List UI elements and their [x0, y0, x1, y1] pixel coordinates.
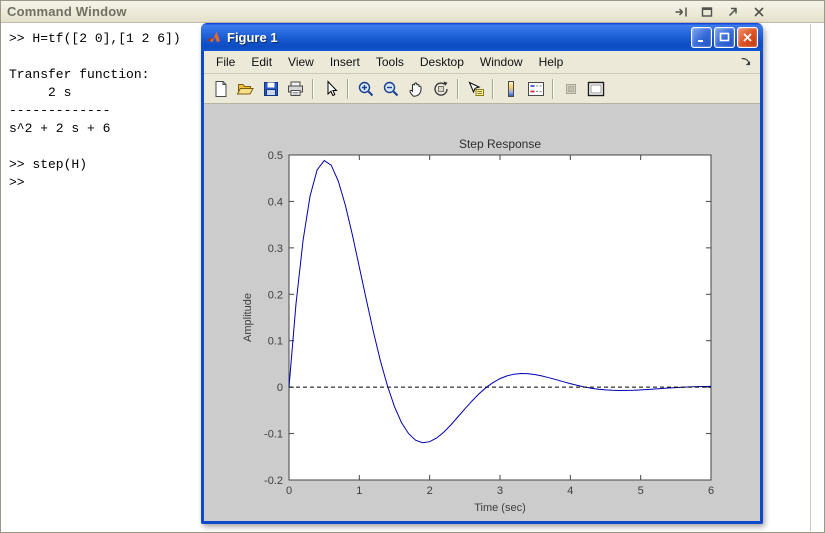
plot-title: Step Response [459, 137, 541, 151]
zoom-out-icon[interactable] [378, 77, 403, 101]
menu-window[interactable]: Window [479, 55, 523, 69]
menu-edit[interactable]: Edit [251, 55, 273, 69]
figure-window-controls [691, 26, 758, 48]
pan-hand-icon[interactable] [403, 77, 428, 101]
command-window-header: Command Window [1, 1, 824, 23]
hide-plot-tools-icon [558, 77, 583, 101]
maximize-icon[interactable] [714, 26, 735, 48]
x-axis-label: Time (sec) [474, 502, 526, 514]
command-prompt[interactable]: >> [9, 175, 25, 190]
figure-toolbar [204, 74, 760, 104]
y-tick-label: 0.3 [268, 243, 283, 255]
step-response-plot: 0 1 2 3 4 5 6 -0.2 -0.1 0 0.1 0.2 0.3 0.4 0.5 Step Resp… [242, 137, 714, 514]
x-tick-label: 6 [708, 485, 714, 497]
figure-menubar: File Edit View Insert Tools Desktop Wind… [204, 51, 760, 74]
menu-file[interactable]: File [216, 55, 236, 69]
menu-tools[interactable]: Tools [375, 55, 404, 69]
figure-canvas[interactable]: 0 1 2 3 4 5 6 -0.2 -0.1 0 0.1 0.2 0.3 0.4 0.5 Step Resp… [204, 104, 760, 521]
y-tick-label: 0 [277, 382, 283, 394]
command-line: Transfer function: [9, 67, 150, 82]
y-tick-label: 0.2 [268, 289, 283, 301]
toolbar-separator [312, 78, 314, 99]
y-tick-label: 0.1 [268, 336, 283, 348]
menu-view[interactable]: View [288, 55, 314, 69]
menu-desktop[interactable]: Desktop [419, 55, 464, 69]
show-plot-tools-icon[interactable] [583, 77, 608, 101]
zoom-in-icon[interactable] [353, 77, 378, 101]
command-line: 2 s [9, 85, 72, 100]
y-axis-label: Amplitude [242, 293, 254, 342]
matlab-logo-icon [207, 31, 220, 43]
command-line: >> step(H) [9, 157, 88, 172]
minimize-icon[interactable] [691, 26, 712, 48]
figure-title: Figure 1 [227, 29, 278, 45]
print-figure-icon[interactable] [283, 77, 308, 101]
y-tick-label: -0.2 [264, 475, 283, 487]
dock-icon[interactable] [674, 5, 688, 19]
x-tick-label: 2 [427, 485, 433, 497]
toolbar-separator [492, 78, 494, 99]
toolbar-separator [552, 78, 554, 99]
x-tick-label: 0 [286, 485, 292, 497]
insert-colorbar-icon[interactable] [498, 77, 523, 101]
figure-titlebar[interactable]: Figure 1 [201, 23, 763, 51]
menu-help[interactable]: Help [538, 55, 564, 69]
x-tick-label: 5 [638, 485, 644, 497]
undock-icon[interactable] [726, 5, 740, 19]
command-line: s^2 + 2 s + 6 [9, 121, 111, 136]
toolbar-separator [347, 78, 349, 99]
command-window-title: Command Window [7, 4, 127, 19]
command-line: ------------- [9, 103, 111, 118]
axes-box [288, 154, 712, 481]
menu-insert[interactable]: Insert [329, 55, 360, 69]
x-tick-label: 1 [356, 485, 362, 497]
command-line: >> H=tf([2 0],[1 2 6]) [9, 31, 181, 46]
step-response-curve [288, 159, 712, 444]
edit-plot-pointer-icon[interactable] [318, 77, 343, 101]
command-window-header-icons [674, 5, 818, 19]
open-file-icon[interactable] [233, 77, 258, 101]
close-icon[interactable] [737, 26, 758, 48]
figure-window: Figure 1 File Edit View Insert Tools Des… [201, 23, 763, 524]
dock-figure-arrow-icon[interactable] [740, 55, 756, 69]
data-cursor-icon[interactable] [463, 77, 488, 101]
y-tick-label: -0.1 [264, 429, 283, 441]
save-figure-icon[interactable] [258, 77, 283, 101]
new-figure-icon[interactable] [208, 77, 233, 101]
x-tick-label: 3 [497, 485, 503, 497]
rotate-3d-icon[interactable] [428, 77, 453, 101]
x-tick-label: 4 [567, 485, 573, 497]
y-tick-label: 0.5 [268, 150, 283, 162]
close-icon[interactable] [752, 5, 766, 19]
toolbar-separator [457, 78, 459, 99]
y-tick-label: 0.4 [268, 196, 283, 208]
command-window-right-divider [810, 24, 811, 531]
maximize-icon[interactable] [700, 5, 714, 19]
insert-legend-icon[interactable] [523, 77, 548, 101]
